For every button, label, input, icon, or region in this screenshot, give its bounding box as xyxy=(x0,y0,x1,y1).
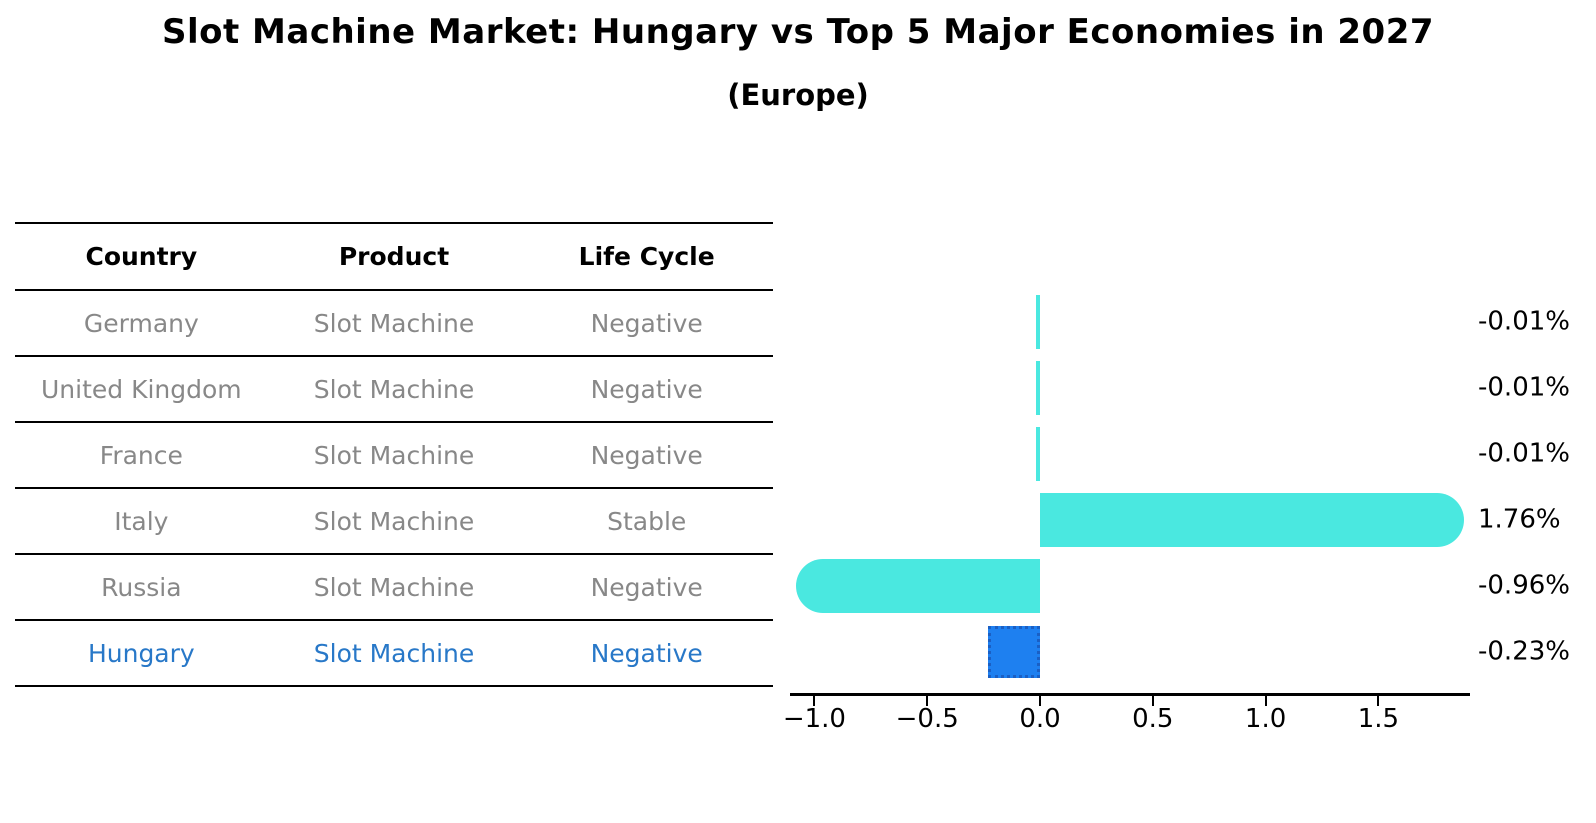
cell-country: United Kingdom xyxy=(41,374,242,404)
bar-italy xyxy=(1040,493,1465,547)
x-axis-line xyxy=(790,693,1470,696)
cell-product: Slot Machine xyxy=(313,374,475,404)
x-tick-mark xyxy=(1264,696,1267,706)
bar-russia xyxy=(796,559,1040,613)
cell-country: Italy xyxy=(114,506,169,536)
page-subtitle: (Europe) xyxy=(727,78,869,112)
x-tick-mark xyxy=(1039,696,1041,706)
bar-value-label-russia: -0.96% xyxy=(1478,570,1570,601)
bar-value-label-france: -0.01% xyxy=(1478,438,1570,469)
cell-life-cycle: Negative xyxy=(590,440,703,470)
x-tick-label: 1.0 xyxy=(1244,704,1287,734)
bar-united-kingdom xyxy=(1036,361,1040,415)
bar-france xyxy=(1036,427,1040,481)
table-row: Hungary Slot Machine Negative xyxy=(15,619,773,685)
table-row: France Slot Machine Negative xyxy=(15,421,773,487)
cell-country: Russia xyxy=(101,572,182,602)
x-tick-label: −1.0 xyxy=(782,704,846,734)
column-header-country: Country xyxy=(85,242,198,271)
x-tick-label: −0.5 xyxy=(895,704,959,734)
x-tick-mark xyxy=(1377,696,1380,706)
x-tick-mark xyxy=(1151,696,1154,706)
x-tick-label: 0.0 xyxy=(1019,704,1061,734)
cell-life-cycle: Negative xyxy=(590,638,703,668)
cell-country: Germany xyxy=(83,308,199,338)
cell-country: Hungary xyxy=(87,638,195,668)
table-row: Germany Slot Machine Negative xyxy=(15,289,773,355)
cell-life-cycle: Stable xyxy=(607,506,687,536)
x-tick-mark xyxy=(926,696,929,706)
bar-value-label-united-kingdom: -0.01% xyxy=(1478,372,1570,403)
cell-product: Slot Machine xyxy=(313,638,475,668)
cell-product: Slot Machine xyxy=(313,506,475,536)
x-tick-label: 0.5 xyxy=(1132,704,1174,734)
cell-life-cycle: Negative xyxy=(590,374,703,404)
page-title: Slot Machine Market: Hungary vs Top 5 Ma… xyxy=(161,12,1435,52)
table-row: Russia Slot Machine Negative xyxy=(15,553,773,619)
cell-product: Slot Machine xyxy=(313,440,475,470)
table-row: United Kingdom Slot Machine Negative xyxy=(15,355,773,421)
bar-value-label-italy: 1.76% xyxy=(1478,504,1561,535)
column-header-life-cycle: Life Cycle xyxy=(578,242,715,271)
column-header-product: Product xyxy=(338,242,450,271)
cell-country: France xyxy=(99,440,183,470)
table-header-row: Country Product Life Cycle xyxy=(15,222,773,289)
cell-life-cycle: Negative xyxy=(590,572,703,602)
cell-product: Slot Machine xyxy=(313,572,475,602)
table-row: Italy Slot Machine Stable xyxy=(15,487,773,553)
x-tick-mark xyxy=(813,696,816,706)
bar-value-label-hungary: -0.23% xyxy=(1478,636,1570,667)
cell-life-cycle: Negative xyxy=(590,308,703,338)
x-tick-label: 1.5 xyxy=(1357,704,1400,734)
bar-value-label-germany: -0.01% xyxy=(1478,306,1570,337)
cell-product: Slot Machine xyxy=(313,308,475,338)
bar-hungary xyxy=(988,626,1040,678)
bar-germany xyxy=(1036,295,1040,349)
country-table: Country Product Life Cycle Germany Slot … xyxy=(15,222,773,687)
